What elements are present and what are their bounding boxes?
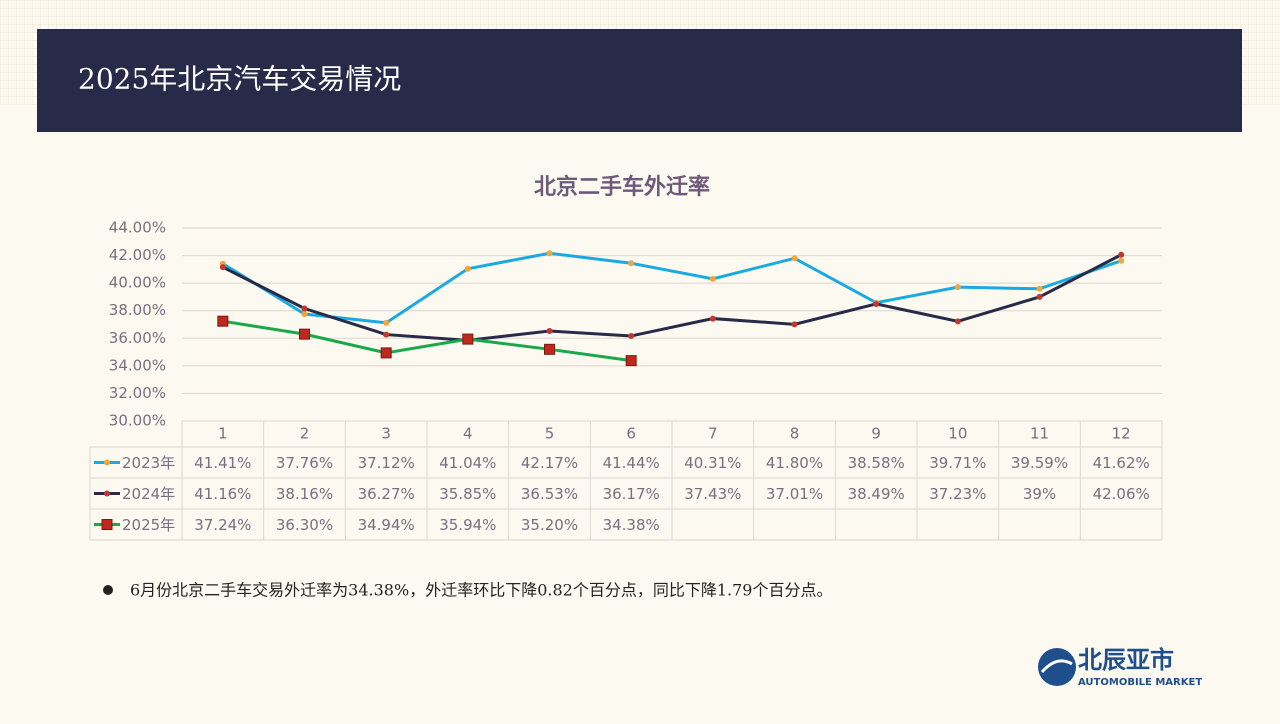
logo-swoosh (1040, 659, 1073, 674)
bullet (103, 585, 113, 595)
logo: 北辰亚市 AUTOMOBILE MARKET (1038, 646, 1202, 688)
y-tick-label: 38.00% (109, 301, 166, 319)
logo-icon (1038, 648, 1076, 686)
x-tick-label: 11 (1030, 425, 1049, 443)
y-tick-label: 42.00% (109, 246, 166, 264)
point (462, 333, 474, 345)
point (628, 332, 635, 339)
point (219, 264, 226, 271)
x-tick-label: 7 (708, 425, 718, 443)
point (791, 321, 798, 328)
point (546, 250, 553, 257)
value-label: 42.17% (521, 454, 578, 472)
point (954, 284, 961, 291)
value-label: 41.44% (603, 454, 660, 472)
point (791, 255, 798, 262)
point (628, 260, 635, 267)
value-label: 41.04% (439, 454, 496, 472)
y-tick-label: 40.00% (109, 274, 166, 292)
x-tick-label: 5 (545, 425, 555, 443)
value-label: 36.30% (276, 516, 333, 534)
series-line (222, 319, 632, 363)
value-label: 37.43% (684, 485, 741, 503)
x-tick-label: 8 (790, 425, 800, 443)
value-label: 37.76% (276, 454, 333, 472)
point (464, 265, 471, 272)
x-tick-label: 10 (948, 425, 967, 443)
value-label: 36.53% (521, 485, 578, 503)
value-label: 41.41% (194, 454, 251, 472)
point (383, 331, 390, 338)
value-label: 38.16% (276, 485, 333, 503)
value-label: 35.85% (439, 485, 496, 503)
value-label: 37.23% (929, 485, 986, 503)
legend-label: 2025年 (122, 516, 175, 534)
point (217, 315, 229, 327)
legend-label: 2023年 (122, 454, 175, 472)
value-label: 37.12% (358, 454, 415, 472)
point (301, 305, 308, 312)
y-tick-label: 34.00% (109, 356, 166, 374)
x-tick-label: 9 (871, 425, 881, 443)
value-label: 41.62% (1093, 454, 1150, 472)
point (383, 319, 390, 326)
note: 6月份北京二手车交易外迁率为34.38%，外迁率环比下降0.82个百分点，同比下… (130, 581, 832, 600)
value-label: 39% (1023, 485, 1056, 503)
value-label: 39.59% (1011, 454, 1068, 472)
value-label: 39.71% (929, 454, 986, 472)
value-label: 34.94% (358, 516, 415, 534)
value-label: 41.80% (766, 454, 823, 472)
point (709, 315, 716, 322)
point (546, 327, 553, 334)
value-label: 36.17% (603, 485, 660, 503)
header-title: 2025年北京汽车交易情况 (78, 63, 401, 96)
y-tick-label: 32.00% (109, 384, 166, 402)
y-tick-label: 36.00% (109, 329, 166, 347)
point (1036, 293, 1043, 300)
logo-name: 北辰亚市 (1078, 646, 1174, 674)
point (954, 318, 961, 325)
legend-marker (101, 519, 113, 530)
point (1118, 257, 1125, 264)
logo-subtitle: AUTOMOBILE MARKET (1078, 677, 1202, 688)
point (1036, 285, 1043, 292)
value-label: 34.38% (603, 516, 660, 534)
value-label: 37.24% (194, 516, 251, 534)
x-tick-label: 3 (381, 425, 391, 443)
point (544, 343, 555, 355)
point (301, 311, 308, 318)
point (709, 275, 716, 282)
value-label: 36.27% (358, 485, 415, 503)
x-tick-label: 2 (300, 425, 310, 443)
header-bar (37, 29, 1242, 132)
x-tick-label: 4 (463, 425, 473, 443)
legend-marker (104, 490, 110, 497)
x-tick-label: 6 (626, 425, 636, 443)
point (1118, 251, 1125, 258)
value-label: 40.31% (684, 454, 741, 472)
point (625, 355, 637, 367)
point (873, 300, 880, 307)
value-label: 35.20% (521, 516, 578, 534)
value-label: 35.94% (439, 516, 496, 534)
value-label: 41.16% (194, 485, 251, 503)
chart-title: 北京二手车外迁率 (534, 174, 710, 200)
point (380, 347, 392, 359)
point (299, 328, 310, 340)
legend-marker (104, 459, 110, 466)
y-tick-label: 30.00% (109, 412, 166, 430)
x-tick-label: 1 (218, 425, 228, 443)
value-label: 38.49% (848, 485, 905, 503)
value-label: 42.06% (1093, 485, 1150, 503)
legend-label: 2024年 (122, 485, 175, 503)
series-line (222, 253, 1122, 342)
value-label: 38.58% (848, 454, 905, 472)
x-tick-label: 12 (1112, 425, 1131, 443)
y-tick-label: 44.00% (109, 219, 166, 237)
value-label: 37.01% (766, 485, 823, 503)
series-line (222, 251, 1122, 325)
